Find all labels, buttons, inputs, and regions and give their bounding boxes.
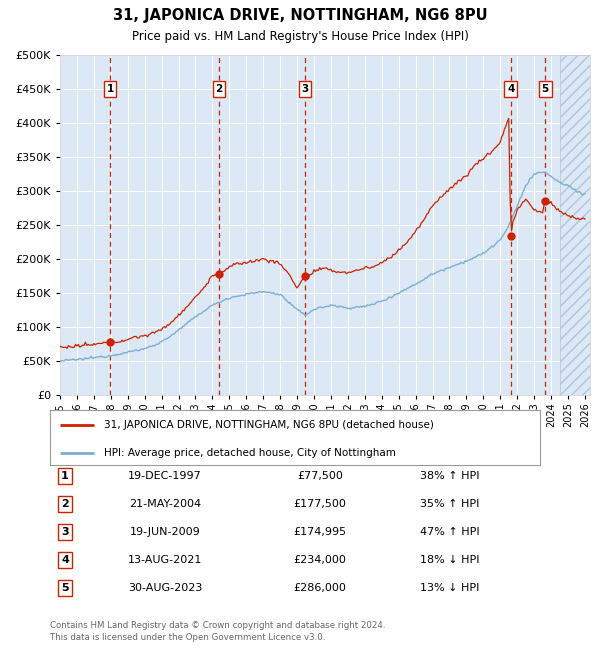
- Text: This data is licensed under the Open Government Licence v3.0.: This data is licensed under the Open Gov…: [50, 634, 325, 642]
- Text: 4: 4: [507, 84, 514, 94]
- Bar: [560, 55, 593, 395]
- Text: Contains HM Land Registry data © Crown copyright and database right 2024.: Contains HM Land Registry data © Crown c…: [50, 621, 386, 629]
- Text: 4: 4: [61, 555, 69, 565]
- Text: 2: 2: [215, 84, 223, 94]
- Text: £286,000: £286,000: [293, 583, 346, 593]
- Text: 5: 5: [61, 583, 69, 593]
- Text: 3: 3: [61, 527, 69, 537]
- Text: 5: 5: [542, 84, 549, 94]
- Text: 2: 2: [61, 499, 69, 509]
- Text: 1: 1: [61, 471, 69, 481]
- Text: Price paid vs. HM Land Registry's House Price Index (HPI): Price paid vs. HM Land Registry's House …: [131, 30, 469, 43]
- Text: 19-DEC-1997: 19-DEC-1997: [128, 471, 202, 481]
- Text: 13-AUG-2021: 13-AUG-2021: [128, 555, 202, 565]
- Text: 31, JAPONICA DRIVE, NOTTINGHAM, NG6 8PU: 31, JAPONICA DRIVE, NOTTINGHAM, NG6 8PU: [113, 8, 487, 23]
- Text: 30-AUG-2023: 30-AUG-2023: [128, 583, 202, 593]
- Text: 19-JUN-2009: 19-JUN-2009: [130, 527, 200, 537]
- Text: 3: 3: [301, 84, 308, 94]
- Text: 47% ↑ HPI: 47% ↑ HPI: [420, 527, 479, 537]
- Text: 1: 1: [106, 84, 114, 94]
- Text: 35% ↑ HPI: 35% ↑ HPI: [420, 499, 479, 509]
- Text: £77,500: £77,500: [297, 471, 343, 481]
- Text: HPI: Average price, detached house, City of Nottingham: HPI: Average price, detached house, City…: [104, 448, 396, 458]
- Text: £174,995: £174,995: [293, 527, 347, 537]
- Text: 21-MAY-2004: 21-MAY-2004: [129, 499, 201, 509]
- Text: 18% ↓ HPI: 18% ↓ HPI: [420, 555, 479, 565]
- Text: 31, JAPONICA DRIVE, NOTTINGHAM, NG6 8PU (detached house): 31, JAPONICA DRIVE, NOTTINGHAM, NG6 8PU …: [104, 421, 434, 430]
- Text: 13% ↓ HPI: 13% ↓ HPI: [420, 583, 479, 593]
- Text: £177,500: £177,500: [293, 499, 346, 509]
- Text: 38% ↑ HPI: 38% ↑ HPI: [420, 471, 479, 481]
- Bar: [560, 55, 593, 395]
- Text: £234,000: £234,000: [293, 555, 346, 565]
